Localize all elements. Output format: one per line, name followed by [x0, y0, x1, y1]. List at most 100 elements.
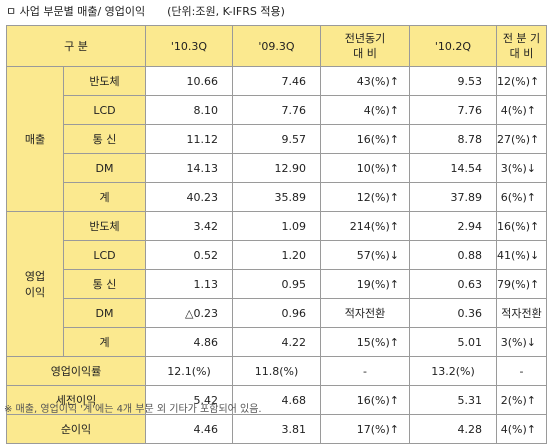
summary-label: 세전이익	[6, 385, 146, 415]
header-qoq-line2: 대 비	[509, 47, 534, 60]
row-label: 반도체	[63, 66, 146, 96]
row-label: DM	[63, 298, 146, 328]
value-yoy: 10(%)↑	[320, 153, 410, 183]
value-10-3q: 40.23	[145, 182, 233, 212]
row-label: 반도체	[63, 211, 146, 241]
row-label: LCD	[63, 240, 146, 270]
header-10-3q: '10.3Q	[145, 25, 233, 67]
value-qoq: 12(%)↑	[496, 66, 547, 96]
row-label: DM	[63, 153, 146, 183]
value-10-3q: △0.23	[145, 298, 233, 328]
value-10-2q: 0.88	[409, 240, 497, 270]
header-yoy-line2: 대 비	[353, 47, 377, 60]
table-row: 계 4.86 4.22 15(%)↑ 5.01 3(%)↓	[7, 327, 547, 357]
group-sales: 매출	[6, 66, 64, 212]
unit-note: (단위:조원, K-IFRS 적용)	[167, 5, 285, 18]
value-qoq: 3(%)↓	[496, 327, 547, 357]
value-qoq: 27(%)↑	[496, 124, 547, 154]
value-qoq: 2(%)↑	[496, 385, 547, 415]
value-10-3q: 11.12	[145, 124, 233, 154]
value-10-3q: 4.46	[145, 414, 233, 444]
value-09-3q: 7.46	[232, 66, 321, 96]
value-qoq: 6(%)↑	[496, 182, 547, 212]
value-qoq: -	[496, 356, 547, 386]
header-yoy-line1: 전년동기	[344, 32, 386, 45]
value-yoy: 12(%)↑	[320, 182, 410, 212]
table-row: LCD 8.10 7.76 4(%)↑ 7.76 4(%)↑	[7, 95, 547, 125]
table-row: 세전이익 5.42 4.68 16(%)↑ 5.31 2(%)↑	[6, 385, 547, 415]
value-10-2q: 13.2(%)	[409, 356, 497, 386]
table-row: 순이익 4.46 3.81 17(%)↑ 4.28 4(%)↑	[6, 414, 547, 444]
value-10-2q: 2.94	[409, 211, 497, 241]
value-yoy: 43(%)↑	[320, 66, 410, 96]
table-row: 통 신 11.12 9.57 16(%)↑ 8.78 27(%)↑	[7, 124, 547, 154]
summary-label: 순이익	[6, 414, 146, 444]
value-qoq: 16(%)↑	[496, 211, 547, 241]
value-09-3q: 7.76	[232, 95, 321, 125]
value-10-3q: 8.10	[145, 95, 233, 125]
value-qoq: 41(%)↓	[496, 240, 547, 270]
table-row: 영업이익률 12.1(%) 11.8(%) -13.2(%) -	[6, 356, 547, 386]
footnote: ※ 매출, 영업이익 '계'에는 4개 부문 외 기타가 포함되어 있음.	[4, 404, 262, 415]
value-09-3q: 1.09	[232, 211, 321, 241]
value-10-3q: 10.66	[145, 66, 233, 96]
value-10-3q: 3.42	[145, 211, 233, 241]
value-10-2q: 5.01	[409, 327, 497, 357]
value-yoy: 16(%)↑	[320, 385, 410, 415]
value-09-3q: 9.57	[232, 124, 321, 154]
value-yoy: 4(%)↑	[320, 95, 410, 125]
value-09-3q: 35.89	[232, 182, 321, 212]
header-10-2q: '10.2Q	[409, 25, 497, 67]
value-09-3q: 0.95	[232, 269, 321, 299]
value-09-3q: 11.8(%)	[232, 356, 321, 386]
value-10-3q: 5.42	[145, 385, 233, 415]
value-yoy: 19(%)↑	[320, 269, 410, 299]
row-label: 통 신	[63, 124, 146, 154]
table-row: LCD 0.52 1.20 57(%)↓ 0.88 41(%)↓	[7, 240, 547, 270]
value-10-2q: 7.76	[409, 95, 497, 125]
group-op-line2: 이익	[24, 286, 46, 299]
header-category: 구 분	[6, 25, 146, 67]
table-body: 매출 반도체 10.66 7.46 43(%)↑ 9.53 12(%)↑ LCD 8.10 7.7…	[6, 66, 547, 444]
value-yoy: 15(%)↑	[320, 327, 410, 357]
value-qoq: 적자전환	[496, 298, 547, 328]
row-label: 통 신	[63, 269, 146, 299]
value-yoy: 17(%)↑	[320, 414, 410, 444]
page-title: ㅁ 사업 부문별 매출/ 영업이익 (단위:조원, K-IFRS 적용)	[6, 2, 285, 22]
table-row: DM 14.13 12.90 10(%)↑ 14.54 3(%)↓	[7, 153, 547, 183]
value-09-3q: 1.20	[232, 240, 321, 270]
value-10-3q: 14.13	[145, 153, 233, 183]
value-qoq: 3(%)↓	[496, 153, 547, 183]
value-yoy: -	[320, 356, 410, 386]
value-10-2q: 4.28	[409, 414, 497, 444]
value-10-2q: 0.63	[409, 269, 497, 299]
value-yoy: 214(%)↑	[320, 211, 410, 241]
value-10-3q: 4.86	[145, 327, 233, 357]
title-text: ㅁ 사업 부문별 매출/ 영업이익	[6, 5, 146, 18]
value-10-3q: 1.13	[145, 269, 233, 299]
value-10-2q: 0.36	[409, 298, 497, 328]
value-10-3q: 12.1(%)	[145, 356, 233, 386]
table-row: 영업 이익 반도체 3.42 1.09 214(%)↑ 2.94 16(%)↑	[6, 211, 547, 357]
row-label: LCD	[63, 95, 146, 125]
header-09-3q: '09.3Q	[232, 25, 321, 67]
value-10-2q: 5.31	[409, 385, 497, 415]
row-label: 계	[63, 182, 146, 212]
value-qoq: 79(%)↑	[496, 269, 547, 299]
value-09-3q: 3.81	[232, 414, 321, 444]
group-op-line1: 영업	[24, 270, 46, 283]
value-10-2q: 8.78	[409, 124, 497, 154]
value-10-2q: 14.54	[409, 153, 497, 183]
value-yoy: 57(%)↓	[320, 240, 410, 270]
value-09-3q: 0.96	[232, 298, 321, 328]
value-10-2q: 9.53	[409, 66, 497, 96]
summary-label: 영업이익률	[6, 356, 146, 386]
table-row: 매출 반도체 10.66 7.46 43(%)↑ 9.53 12(%)↑	[6, 66, 547, 212]
value-09-3q: 12.90	[232, 153, 321, 183]
table-row: 계 40.23 35.89 12(%)↑ 37.89 6(%)↑	[7, 182, 547, 212]
